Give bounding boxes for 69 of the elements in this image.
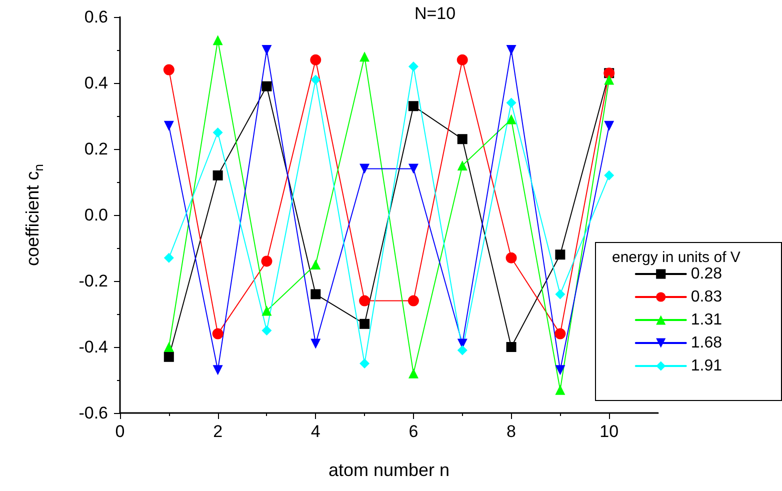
point [163,64,174,76]
y-tick-label: -0.6 [78,404,108,422]
point [212,328,224,340]
point [506,45,516,55]
point [457,134,468,144]
point [457,345,468,356]
x-tick-label: 8 [506,422,516,441]
point [506,342,516,352]
point [457,160,468,170]
point [555,365,566,376]
point [212,170,223,180]
point [261,256,272,267]
x-tick-label: 10 [600,422,619,441]
point [164,120,174,131]
y-tick-label: 0.6 [84,8,108,26]
x-tick-label: 4 [310,422,320,441]
x-axis-title: atom number n [328,460,450,480]
point [506,252,517,264]
point [212,35,223,46]
point [456,54,468,66]
point [310,289,321,300]
point [262,45,272,55]
point [506,98,516,108]
y-tick-label: 0.4 [84,74,108,92]
point [408,295,419,306]
point [360,164,370,174]
point [604,170,614,180]
point [360,318,370,329]
point [555,250,566,260]
point [262,306,272,316]
point [164,252,174,263]
point [262,326,272,336]
point [360,52,370,62]
point [408,101,418,112]
y-tick-label: 0.2 [84,140,108,158]
point [212,128,223,138]
y-tick-label: -0.2 [78,272,108,290]
point [310,54,322,66]
point [554,328,566,340]
legend-label: 0.83 [690,288,722,306]
x-tick-label: 6 [408,422,418,441]
point [164,342,174,352]
point [262,81,272,92]
point [359,295,370,306]
point [555,289,566,300]
point [310,338,321,349]
point [164,352,174,362]
legend-label: 1.31 [690,312,722,328]
point [408,62,418,72]
chart-title: N=10 [414,4,456,23]
point [506,114,516,124]
y-axis-title: coefficient cn [22,164,46,266]
y-tick-label: -0.4 [78,338,108,356]
x-tick-label: 2 [213,422,223,441]
point [310,260,321,270]
point [212,365,223,376]
legend-label: 0.28 [690,266,722,282]
legend-label: 1.68 [690,334,722,352]
point [408,164,418,174]
legend-title: energy in units of V [612,249,740,266]
legend-label: 1.91 [690,358,722,374]
point [360,358,370,368]
point [555,384,566,395]
point [604,120,614,131]
y-tick-label: 0.0 [84,206,108,224]
point [604,74,614,85]
x-tick-label: 0 [115,422,125,441]
point [310,74,321,85]
point [408,368,418,378]
